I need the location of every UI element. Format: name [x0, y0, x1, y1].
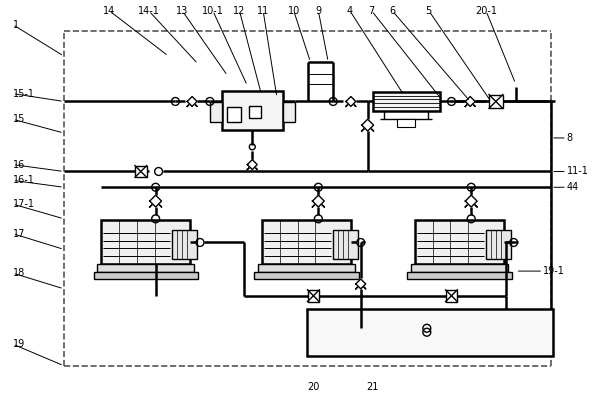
Polygon shape — [156, 195, 162, 207]
Text: 20: 20 — [307, 382, 320, 393]
Bar — [93, 272, 198, 279]
Text: 15: 15 — [12, 114, 25, 124]
Bar — [135, 166, 147, 178]
Bar — [489, 95, 503, 108]
Text: 10-1: 10-1 — [202, 6, 224, 16]
Text: 8: 8 — [567, 133, 573, 143]
Bar — [415, 220, 504, 264]
Bar — [258, 264, 355, 272]
Text: 4: 4 — [347, 6, 353, 16]
Text: 1: 1 — [12, 19, 19, 30]
Text: 10: 10 — [287, 6, 300, 16]
Text: 16: 16 — [12, 159, 25, 170]
Bar — [101, 220, 190, 264]
Bar — [173, 229, 197, 259]
Text: 20-1: 20-1 — [475, 6, 497, 16]
Polygon shape — [361, 279, 366, 289]
Bar — [411, 264, 508, 272]
Text: 17-1: 17-1 — [12, 199, 35, 209]
Bar — [372, 91, 440, 111]
Text: 18: 18 — [12, 268, 25, 278]
Bar — [249, 106, 261, 118]
Text: 16-1: 16-1 — [12, 176, 35, 185]
Text: 15-1: 15-1 — [12, 89, 35, 98]
Polygon shape — [346, 96, 351, 106]
Bar — [210, 103, 222, 122]
Bar — [397, 119, 415, 127]
Text: 12: 12 — [233, 6, 246, 16]
Text: 9: 9 — [315, 6, 321, 16]
Bar — [333, 229, 358, 259]
Bar — [446, 290, 458, 302]
Text: 44: 44 — [567, 182, 579, 192]
Bar — [407, 272, 512, 279]
Bar — [306, 309, 553, 356]
Bar — [222, 91, 283, 130]
Polygon shape — [471, 195, 477, 207]
Text: 7: 7 — [368, 6, 375, 16]
Text: 21: 21 — [367, 382, 379, 393]
Polygon shape — [465, 96, 470, 106]
Polygon shape — [356, 279, 361, 289]
Polygon shape — [318, 195, 324, 207]
Bar — [254, 272, 359, 279]
Text: 19-1: 19-1 — [543, 266, 565, 276]
Text: 11-1: 11-1 — [567, 166, 588, 176]
Polygon shape — [150, 195, 156, 207]
Polygon shape — [248, 160, 252, 169]
Bar — [262, 220, 351, 264]
Text: 13: 13 — [176, 6, 189, 16]
Bar — [283, 103, 295, 122]
Polygon shape — [362, 119, 368, 131]
Polygon shape — [312, 195, 318, 207]
Polygon shape — [470, 96, 475, 106]
Bar — [308, 290, 320, 302]
Text: 17: 17 — [12, 229, 25, 239]
Polygon shape — [351, 96, 356, 106]
Polygon shape — [465, 195, 471, 207]
Text: 5: 5 — [425, 6, 432, 16]
Text: 14-1: 14-1 — [138, 6, 159, 16]
Text: 6: 6 — [389, 6, 395, 16]
Bar — [227, 108, 242, 122]
Bar — [486, 229, 511, 259]
Text: 11: 11 — [257, 6, 270, 16]
Text: 19: 19 — [12, 339, 25, 349]
Polygon shape — [252, 160, 257, 169]
Polygon shape — [368, 119, 374, 131]
Polygon shape — [192, 96, 197, 106]
Text: 14: 14 — [103, 6, 115, 16]
Polygon shape — [187, 96, 192, 106]
Bar — [98, 264, 194, 272]
